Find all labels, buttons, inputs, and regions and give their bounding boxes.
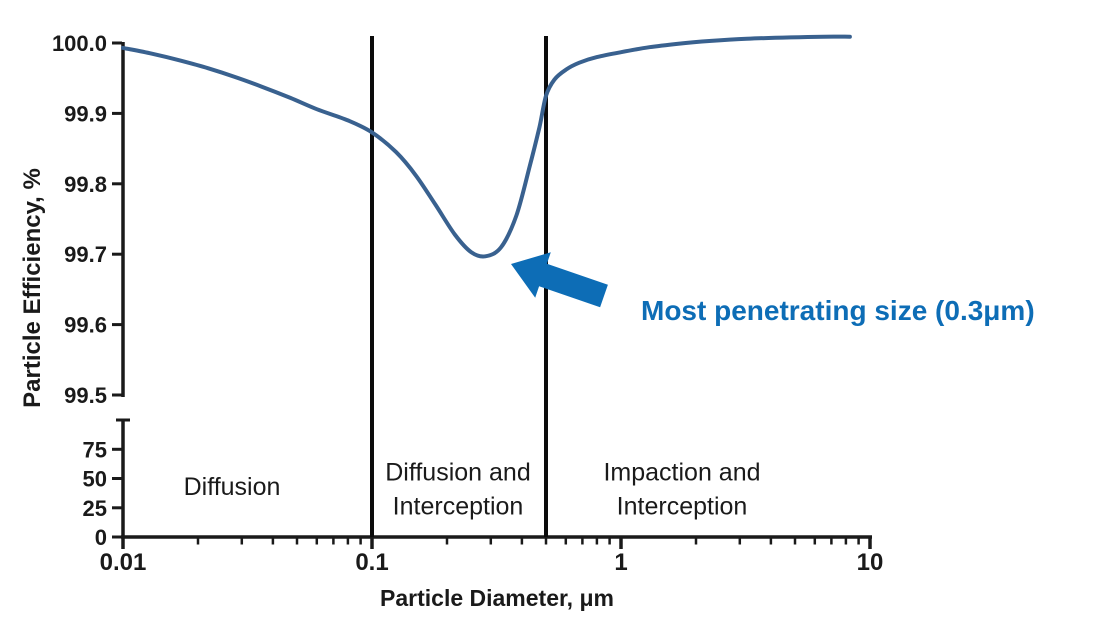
region-label-impaction-and-interception: Impaction and Interception	[603, 458, 761, 520]
x-axis-title: Particle Diameter, μm	[380, 585, 614, 611]
y-tick-label: 99.5	[64, 383, 107, 408]
annotation-most-penetrating-size: Most penetrating size (0.3μm)	[641, 295, 1035, 326]
annotation-arrow-icon	[511, 252, 608, 308]
efficiency-curve	[121, 34, 852, 259]
y-tick-label: 0	[95, 525, 107, 550]
x-tick-label: 0.01	[100, 549, 147, 576]
y-tick-label: 50	[83, 467, 107, 492]
y-tick-label: 99.7	[64, 242, 107, 267]
y-tick-label: 100.0	[52, 31, 107, 56]
region-label-diffusion: Diffusion	[183, 473, 281, 502]
region-label-diffusion-and-interception: Diffusion and Interception	[385, 458, 531, 520]
x-tick-label: 10	[857, 549, 884, 576]
x-tick-label: 1	[614, 549, 627, 576]
y-axis-title: Particle Efficiency, %	[19, 168, 46, 408]
y-tick-label: 25	[83, 496, 107, 521]
y-tick-label: 75	[83, 437, 107, 462]
y-tick-label: 99.9	[64, 101, 107, 126]
y-tick-label: 99.6	[64, 313, 107, 338]
y-tick-label: 99.8	[64, 172, 107, 197]
x-tick-label: 0.1	[355, 549, 388, 576]
